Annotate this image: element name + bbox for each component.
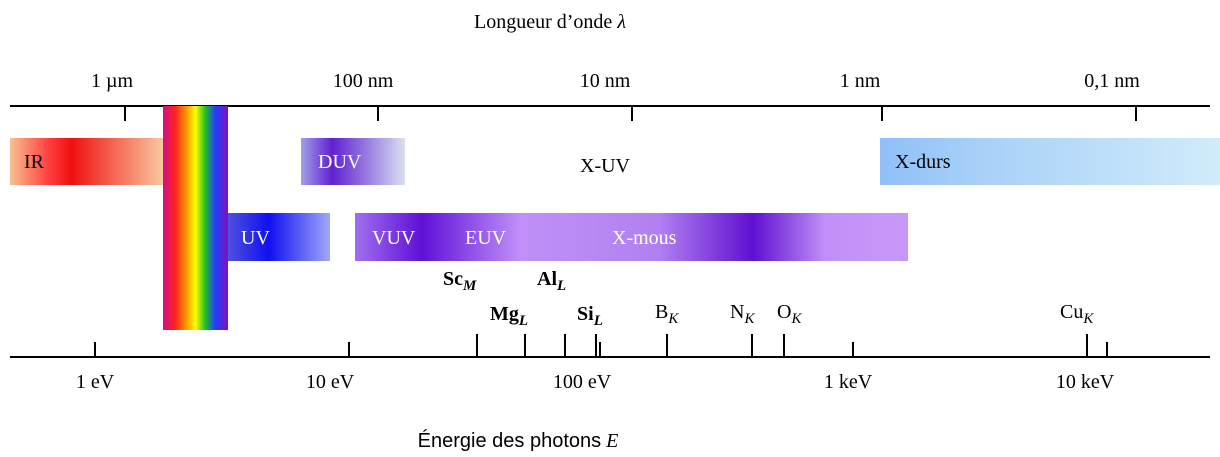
edge-label: AlL xyxy=(537,268,566,294)
band-label: VUV xyxy=(372,227,416,249)
energy-label: 100 eV xyxy=(553,371,612,393)
wavelength-label: 100 nm xyxy=(333,70,394,92)
duv-band xyxy=(301,138,405,185)
wavelength-label: 1 µm xyxy=(91,70,134,92)
band-label: DUV xyxy=(318,151,362,173)
band-label: UV xyxy=(241,227,270,249)
edge-label: NK xyxy=(730,301,755,327)
edge-label: CuK xyxy=(1060,301,1094,327)
wavelength-title: Longueur d’onde λ xyxy=(474,11,626,33)
edge-label: BK xyxy=(655,301,679,327)
band-label: X-UV xyxy=(580,155,631,177)
edge-label: SiL xyxy=(577,303,603,329)
band-label: X-mous xyxy=(612,227,677,249)
ir-band xyxy=(10,138,163,185)
wavelength-label: 1 nm xyxy=(840,70,881,92)
edge-label: ScM xyxy=(443,268,477,294)
visible-band xyxy=(163,106,228,330)
uv-band xyxy=(228,213,330,261)
wavelength-label: 10 nm xyxy=(580,70,631,92)
energy-label: 1 keV xyxy=(824,371,873,393)
energy-ticks xyxy=(94,334,1108,357)
energy-label: 1 eV xyxy=(76,371,115,393)
energy-title: Énergie des photons E xyxy=(418,429,619,452)
wavelength-label: 0,1 nm xyxy=(1084,70,1140,92)
xdurs-band xyxy=(880,138,1220,185)
band-label: EUV xyxy=(465,227,507,249)
energy-label: 10 keV xyxy=(1056,371,1115,393)
edge-label: MgL xyxy=(490,303,528,329)
vuv-euv-xmous-band xyxy=(355,213,908,261)
band-label: IR xyxy=(24,151,45,173)
energy-label: 10 eV xyxy=(306,371,355,393)
band-label: X-durs xyxy=(895,151,951,173)
edge-label: OK xyxy=(777,301,802,327)
wavelength-ticks xyxy=(124,106,1137,121)
